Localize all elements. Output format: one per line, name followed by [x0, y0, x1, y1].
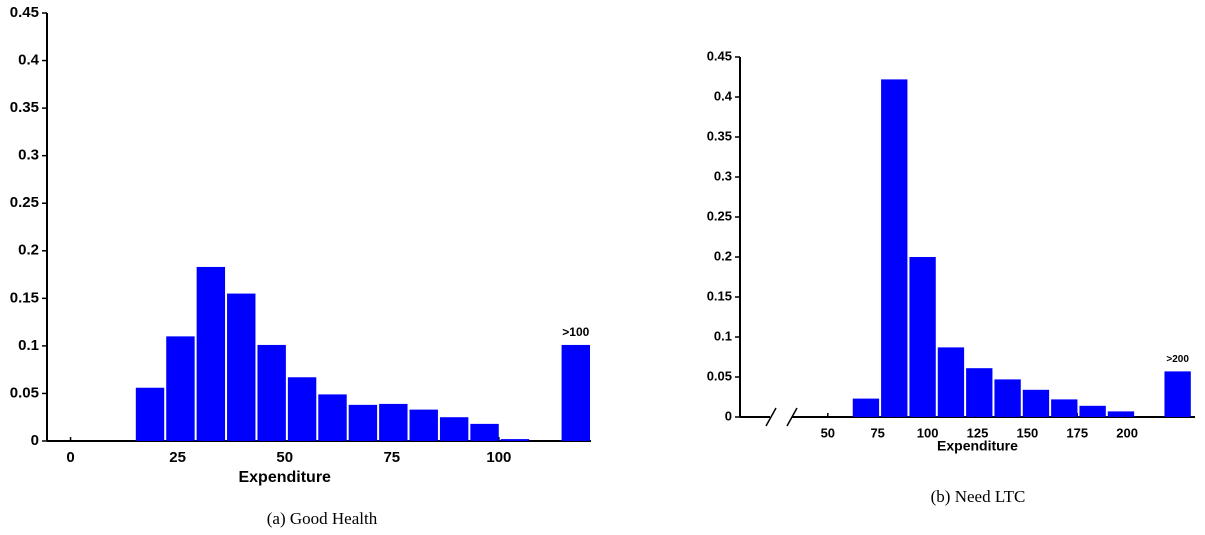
y-tick-label: 0.05 — [707, 368, 732, 383]
bar — [561, 344, 590, 441]
x-tick-label: 200 — [1116, 425, 1138, 440]
bar — [1107, 411, 1135, 417]
y-tick-label: 0.15 — [707, 288, 732, 303]
bar — [881, 79, 908, 418]
y-tick-label: 0.45 — [10, 4, 39, 21]
x-axis-label: Expenditure — [238, 469, 331, 486]
y-tick-label: 0.25 — [707, 208, 732, 223]
y-tick-label: 0 — [725, 408, 732, 423]
bar — [348, 404, 378, 441]
bar — [318, 394, 347, 441]
bar — [909, 257, 936, 417]
bar — [287, 377, 317, 441]
x-tick-label: 100 — [917, 425, 939, 440]
bar — [966, 368, 993, 417]
bar — [166, 336, 195, 441]
y-tick-label: 0.45 — [707, 48, 732, 63]
y-tick-label: 0.35 — [10, 99, 39, 116]
x-tick-label: 50 — [821, 425, 835, 440]
bar — [470, 423, 499, 441]
y-tick-label: 0.2 — [714, 248, 732, 263]
y-tick-label: 0.1 — [714, 328, 732, 343]
y-tick-label: 0.3 — [714, 168, 732, 183]
bar — [257, 344, 286, 441]
bar — [937, 347, 965, 417]
x-tick-label: 75 — [870, 425, 884, 440]
annotation: >100 — [562, 325, 589, 339]
x-tick-label: 50 — [276, 449, 293, 466]
bar — [196, 266, 226, 441]
y-tick-label: 0.35 — [707, 128, 732, 143]
y-tick-label: 0.05 — [10, 384, 39, 401]
y-tick-label: 0.4 — [714, 88, 733, 103]
bar — [409, 409, 438, 441]
bar — [135, 387, 165, 441]
bar — [379, 403, 408, 441]
x-tick-label: 25 — [169, 449, 186, 466]
bar — [852, 398, 880, 417]
x-tick-label: 125 — [967, 425, 989, 440]
bar — [994, 379, 1021, 417]
x-axis-label: Expenditure — [937, 438, 1018, 454]
x-tick-label: 100 — [486, 449, 511, 466]
caption: (a) Good Health — [267, 509, 378, 528]
caption: (b) Need LTC — [931, 487, 1026, 506]
bar — [227, 293, 256, 441]
x-tick-label: 75 — [383, 449, 400, 466]
bar — [1079, 405, 1106, 417]
bar — [500, 439, 530, 441]
bar — [1051, 399, 1078, 417]
bar — [1022, 389, 1050, 417]
x-tick-label: 0 — [66, 449, 74, 466]
y-tick-label: 0.1 — [18, 337, 39, 354]
y-tick-label: 0.4 — [18, 52, 40, 69]
y-tick-label: 0.3 — [18, 147, 39, 164]
axis-break — [765, 407, 777, 427]
x-tick-label: 150 — [1017, 425, 1039, 440]
x-tick-label: 175 — [1066, 425, 1088, 440]
axis-break — [786, 407, 798, 427]
y-tick-label: 0.25 — [10, 194, 39, 211]
bar — [439, 417, 469, 441]
y-tick-label: 0 — [31, 432, 39, 449]
bar — [1164, 371, 1191, 417]
y-tick-label: 0.15 — [10, 289, 39, 306]
annotation: >200 — [1166, 354, 1189, 365]
y-tick-label: 0.2 — [18, 242, 39, 259]
